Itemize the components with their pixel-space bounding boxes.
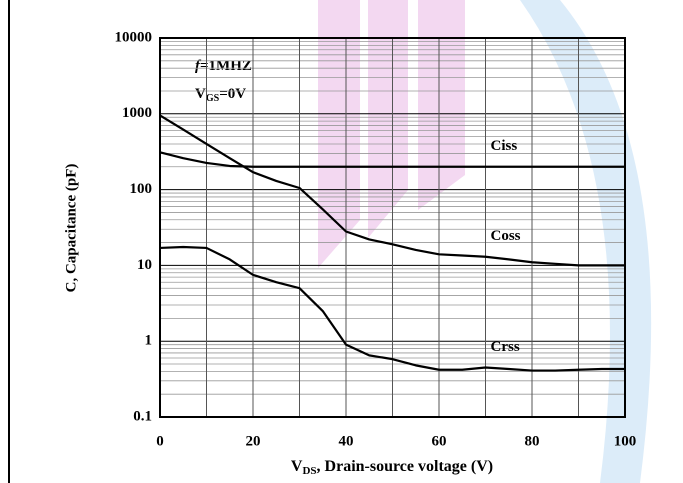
y-tick-label: 10 [137,257,152,273]
x-tick-label: 60 [432,433,447,449]
y-tick-label: 1 [145,333,153,349]
y-tick-label: 10000 [115,29,153,45]
series-label: Ciss [491,138,518,154]
series-label: Crss [491,339,520,355]
y-tick-label: 100 [130,181,153,197]
watermark [318,0,360,268]
y-tick-label: 0.1 [133,408,152,424]
series-line [159,245,625,372]
plot-frame [159,37,626,418]
annotation: f=1MHZ [195,58,252,74]
x-tick-label: 100 [614,433,637,449]
x-tick-label: 0 [156,433,164,449]
annotation: VGS=0V [195,86,246,104]
x-tick-label: 20 [246,433,261,449]
y-axis-label: C, Capacitance (pF) [63,164,79,293]
series-line [159,151,625,168]
watermark [520,0,652,483]
watermark [418,0,465,210]
x-tick-label: 40 [339,433,354,449]
watermark [368,0,408,238]
series-line [159,114,625,267]
series-label: Coss [491,228,521,244]
x-tick-label: 80 [525,433,540,449]
x-axis-label: VDS, Drain-source voltage (V) [291,458,493,477]
y-tick-label: 1000 [122,105,152,121]
